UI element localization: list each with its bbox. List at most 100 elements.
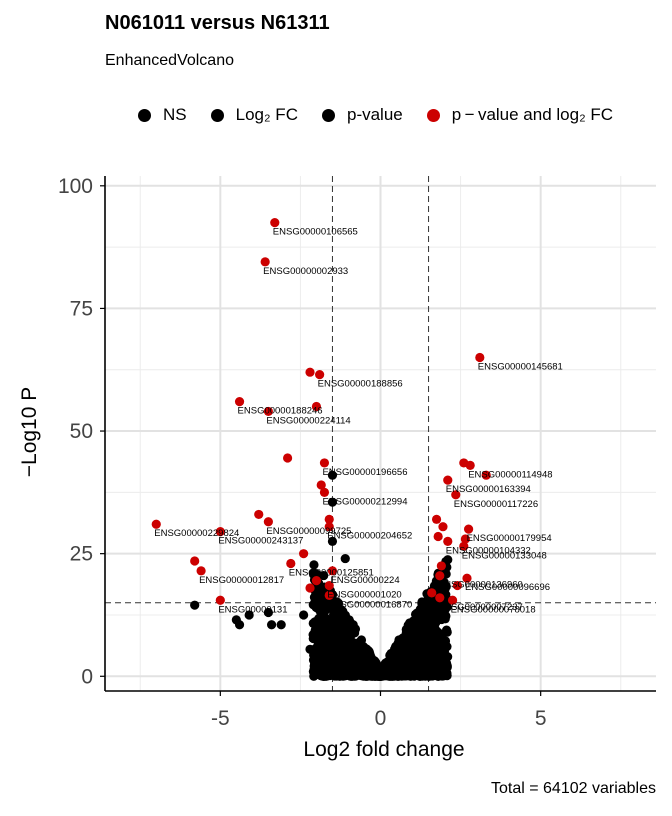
- point-label: ENSG00000104332: [446, 545, 531, 556]
- point-label: ENSG00000096696: [465, 582, 550, 593]
- point-label: ENSG00000016870: [327, 599, 412, 610]
- legend-ns-dot: [138, 108, 151, 122]
- legend-item-pvalue: p-value: [318, 105, 403, 125]
- y-tick-label: 75: [70, 297, 93, 320]
- ns-point: [418, 621, 428, 631]
- sig-point: [324, 590, 334, 600]
- sig-point: [459, 541, 469, 551]
- sig-point: [260, 257, 270, 267]
- sig-point: [427, 588, 437, 598]
- point-label: ENSG00000204652: [327, 531, 412, 542]
- sig-point: [151, 519, 161, 529]
- sig-point: [481, 470, 491, 480]
- sig-point: [447, 595, 458, 605]
- sig-point: [270, 217, 280, 228]
- x-tick-label: 5: [535, 707, 547, 730]
- ns-point: [439, 638, 449, 648]
- legend-log2fc-dot: [210, 108, 224, 122]
- ns-point: [319, 570, 329, 581]
- point-labels: ENSG00000106565 ENSG00000002933 ENSG000001…: [154, 227, 563, 616]
- ns-point: [299, 610, 309, 620]
- ns-point: [309, 670, 320, 680]
- sig-point: [311, 401, 322, 412]
- point-label: ENSG00000117226: [454, 499, 538, 510]
- sig-point: [196, 566, 206, 576]
- legend-item-both: p − value and log₂ FC: [423, 105, 613, 125]
- sig-point: [215, 526, 225, 537]
- ns-point: [434, 655, 444, 665]
- ns-point: [380, 665, 390, 676]
- ns-point: [369, 656, 379, 666]
- sig-point: [305, 583, 315, 593]
- sig-point: [463, 524, 474, 534]
- chart-title: N061011 versus N61311: [105, 12, 330, 34]
- ns-point: [305, 644, 315, 654]
- ns-point: [276, 620, 286, 630]
- ns-point: [190, 600, 200, 610]
- ns-point: [333, 617, 343, 627]
- point-label: ENSG00000114948: [468, 469, 552, 480]
- chart-subtitle: EnhancedVolcano: [105, 52, 234, 69]
- chart-caption: Total = 64102 variables: [491, 780, 656, 797]
- point-label: ENSG00000007237: [438, 602, 523, 613]
- sig-point: [305, 367, 315, 377]
- ns-point: [333, 610, 343, 620]
- ns-point: [343, 622, 354, 632]
- sig-point: [282, 453, 293, 463]
- legend-log2fc-label: Log₂ FC: [235, 105, 298, 124]
- y-tick-label: 50: [70, 420, 93, 443]
- point-label: ENSG00000224114: [266, 415, 350, 426]
- sig-point: [319, 458, 330, 468]
- y-tick-label: 0: [81, 665, 93, 688]
- point-label: ENSG00000188246: [238, 406, 323, 417]
- sig-point: [234, 397, 245, 407]
- ns-point: [325, 669, 336, 680]
- ns-point: [319, 608, 329, 618]
- ns-point: [310, 568, 321, 579]
- point-label: ENSG00000133048: [462, 550, 547, 561]
- sig-point: [435, 593, 445, 603]
- point-label: ENSG00000012817: [199, 575, 284, 586]
- ns-point: [332, 632, 343, 642]
- ns-point: [327, 497, 338, 507]
- sig-point: [475, 352, 485, 363]
- ns-point: [441, 611, 451, 621]
- x-tick-label: 0: [375, 707, 387, 730]
- ns-point: [334, 645, 345, 655]
- sig-point: [431, 514, 442, 524]
- ns-point: [350, 671, 360, 681]
- legend-pvalue-dot: [321, 108, 335, 122]
- legend: NS Log₂ FC p-value p − value and log₂ FC: [134, 102, 633, 128]
- sig-point: [460, 534, 470, 544]
- sig-point: [324, 514, 334, 524]
- sig-point: [215, 595, 225, 605]
- ns-point: [309, 560, 319, 570]
- ns-point: [432, 579, 442, 590]
- ns-point: [417, 666, 427, 677]
- ns-point: [413, 609, 423, 619]
- legend-item-ns: NS: [134, 105, 187, 125]
- point-label: ENSG00000002933: [263, 266, 348, 277]
- ns-point: [308, 629, 318, 640]
- legend-both-label: p − value and log₂ FC: [451, 105, 614, 124]
- point-label: ENSG00000078018: [451, 604, 536, 615]
- ns-point: [350, 658, 360, 668]
- sig-point: [286, 558, 296, 569]
- ns-point: [244, 610, 254, 620]
- ns-point: [327, 470, 338, 480]
- ns-point: [392, 669, 402, 679]
- sig-point: [452, 580, 462, 591]
- ns-point: [441, 625, 452, 635]
- sig-point: [443, 475, 453, 485]
- grid-lines: [105, 176, 656, 691]
- data-points: [151, 217, 491, 654]
- sig-point: [436, 561, 446, 571]
- ns-point: [349, 646, 359, 656]
- ns-point: [424, 615, 434, 625]
- ns-point: [340, 553, 350, 564]
- point-label: ENSG00000188856: [318, 379, 403, 390]
- point-label: ENSG00000125851: [289, 567, 374, 578]
- ns-point: [357, 643, 367, 653]
- sig-point: [462, 573, 472, 583]
